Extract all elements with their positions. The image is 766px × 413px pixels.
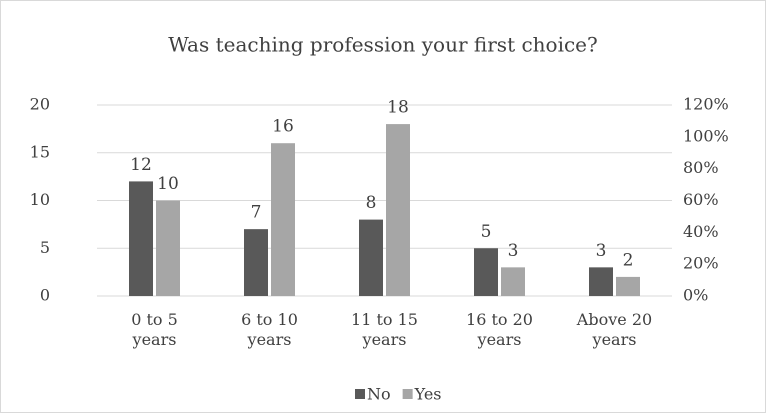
x-tick-label: 11 to 15 years [351, 310, 418, 349]
legend-label: No [367, 385, 391, 404]
data-label: 18 [387, 98, 409, 118]
legend-label: Yes [414, 385, 442, 404]
data-label: 2 [623, 250, 634, 270]
bar [589, 267, 613, 296]
legend-swatch [355, 389, 365, 399]
bar [501, 267, 525, 296]
bar [271, 143, 295, 296]
y2-tick-label: 120% [683, 95, 729, 114]
bar [156, 200, 180, 296]
x-tick-label: 6 to 10 years [241, 310, 298, 349]
chart-title: Was teaching profession your first choic… [168, 33, 598, 57]
y-tick-label: 5 [40, 238, 50, 257]
x-tick-label: Above 20 years [576, 310, 653, 349]
data-label: 5 [481, 222, 492, 242]
legend-swatch [402, 389, 413, 399]
y2-tick-label: 40% [683, 222, 719, 241]
bar [244, 229, 268, 296]
y-tick-label: 0 [40, 286, 50, 305]
bar [616, 276, 640, 296]
x-tick-label: 0 to 5 years [131, 310, 178, 349]
y-tick-label: 20 [30, 95, 50, 114]
y-tick-label: 10 [30, 190, 50, 209]
x-tick-label: 16 to 20 years [466, 310, 533, 349]
data-label: 3 [596, 241, 607, 261]
data-label: 7 [251, 203, 262, 223]
y2-tick-label: 80% [683, 158, 719, 177]
y-tick-label: 15 [30, 142, 50, 161]
y2-tick-label: 100% [683, 126, 729, 145]
bar [129, 181, 153, 296]
data-label: 12 [130, 155, 152, 175]
data-label: 8 [366, 193, 377, 213]
data-label: 10 [157, 174, 179, 194]
data-label: 16 [272, 117, 294, 137]
bar [474, 248, 498, 296]
y2-tick-label: 20% [683, 254, 719, 273]
data-label: 3 [508, 241, 519, 261]
y2-tick-label: 60% [683, 190, 719, 209]
y2-tick-label: 0% [683, 286, 708, 305]
bar [386, 124, 410, 296]
bar [359, 219, 383, 296]
